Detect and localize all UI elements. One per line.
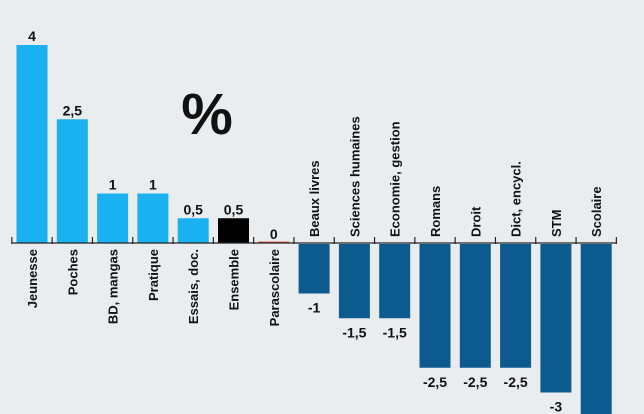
category-label-romans: Romans <box>428 186 443 237</box>
bar-bd-mangas <box>97 193 129 243</box>
bar-dict-encycl <box>500 244 532 368</box>
bar-ensemble <box>218 218 249 243</box>
value-label-parascolaire: 0 <box>270 226 278 242</box>
bar-scolaire <box>580 244 612 414</box>
bar-poches <box>56 119 88 243</box>
category-label-parascolaire: Parascolaire <box>267 249 282 326</box>
value-label-jeunesse: 4 <box>28 28 36 44</box>
labels-group: 4 Jeunesse 2,5 Poches 1 BD, mangas 1 Pratique 0,… <box>25 28 604 414</box>
category-label-scolaire: Scolaire <box>589 186 604 237</box>
bar-stm <box>540 244 572 393</box>
value-label-ensemble: 0,5 <box>224 201 244 217</box>
category-label-beaux-livres: Beaux livres <box>307 160 322 237</box>
category-label-stm: STM <box>549 210 564 237</box>
bar-parascolaire <box>258 241 290 243</box>
bar-romans <box>419 244 451 368</box>
value-label-economie-gestion: -1,5 <box>383 324 407 340</box>
bar-jeunesse <box>16 45 48 243</box>
category-label-economie-gestion: Economie, gestion <box>388 121 403 237</box>
category-label-poches: Poches <box>65 249 80 295</box>
bar-droit <box>459 244 491 368</box>
value-label-beaux-livres: -1 <box>308 300 321 316</box>
value-label-pratique: 1 <box>149 177 157 193</box>
value-label-essais-doc: 0,5 <box>183 201 203 217</box>
percent-symbol: % <box>181 82 233 147</box>
category-label-sciences-humaines: Sciences humaines <box>347 116 362 237</box>
category-label-pratique: Pratique <box>146 249 161 301</box>
category-label-droit: Droit <box>468 206 483 237</box>
value-label-bd-mangas: 1 <box>109 177 117 193</box>
category-label-bd-mangas: BD, mangas <box>106 249 121 324</box>
category-label-essais-doc: Essais, doc. <box>186 249 201 324</box>
bars-group <box>16 45 612 414</box>
value-label-romans: -2,5 <box>423 374 447 390</box>
bar-pratique <box>137 193 169 243</box>
bar-essais-doc <box>177 218 209 243</box>
value-label-stm: -3 <box>550 399 563 414</box>
value-label-sciences-humaines: -1,5 <box>342 324 366 340</box>
bar-sciences-humaines <box>338 244 370 319</box>
category-label-dict-encycl: Dict, encycl. <box>509 161 524 237</box>
value-label-dict-encycl: -2,5 <box>504 374 528 390</box>
value-label-droit: -2,5 <box>463 374 487 390</box>
category-label-ensemble: Ensemble <box>227 249 242 310</box>
axis-group <box>11 237 617 244</box>
bar-beaux-livres <box>298 244 330 294</box>
bar-economie-gestion <box>379 244 411 319</box>
category-label-jeunesse: Jeunesse <box>25 249 40 308</box>
value-label-poches: 2,5 <box>63 102 83 118</box>
